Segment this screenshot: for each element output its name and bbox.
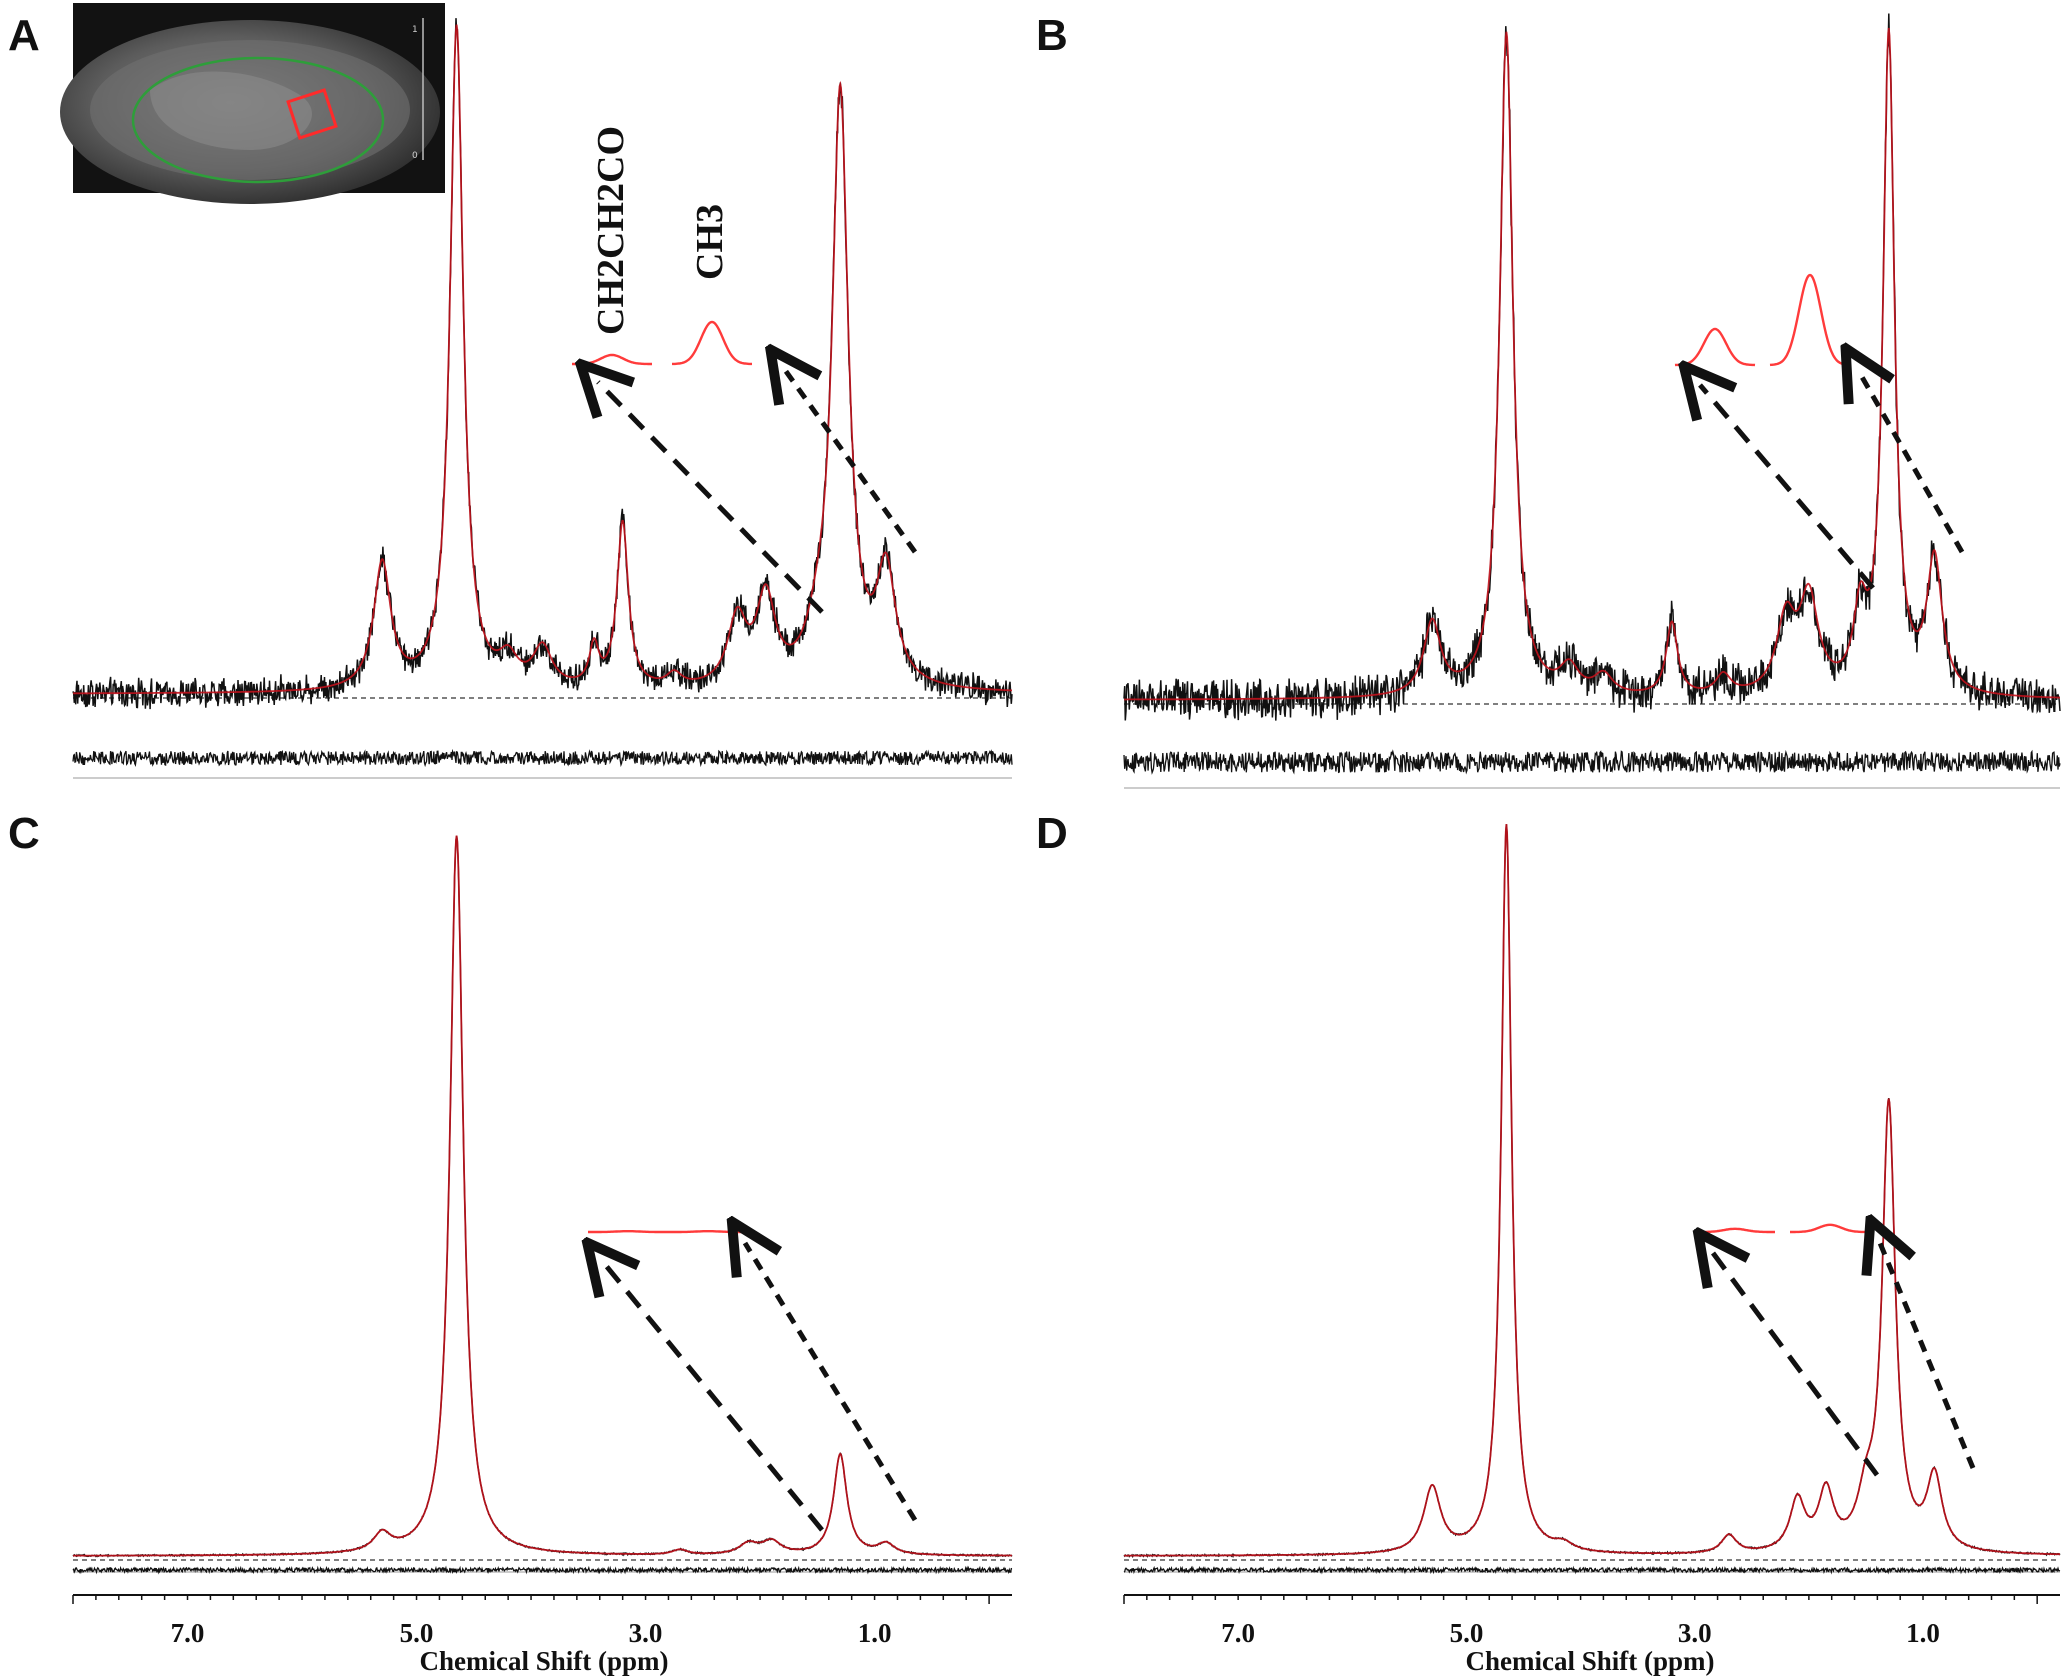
peak-label-ch3: CH3 bbox=[689, 204, 731, 280]
x-tick-label: 1.0 bbox=[858, 1618, 892, 1648]
panel-letter-c: C bbox=[8, 809, 40, 858]
annotation-arrow bbox=[1880, 1243, 1976, 1469]
component-peak-ch3 bbox=[1790, 1223, 1870, 1234]
x-axis-title-c: Chemical Shift (ppm) bbox=[420, 1646, 669, 1676]
panel-a: A 1 0 CH2CH2CO CH3 bbox=[8, 3, 1013, 779]
component-peak-ch2ch2co bbox=[588, 1229, 668, 1234]
peak-label-ch2ch2co: CH2CH2CO bbox=[590, 126, 632, 335]
x-axis-title-d: Chemical Shift (ppm) bbox=[1466, 1646, 1715, 1676]
residual-trace bbox=[72, 748, 1013, 768]
component-peak-ch3 bbox=[672, 320, 752, 366]
panel-c: C 7.0 5.0 3.0 1.0 Chemical Shift (ppm) bbox=[8, 809, 1013, 1676]
residual-trace bbox=[1123, 749, 2061, 775]
inset-scale-bottom: 0 bbox=[412, 151, 418, 161]
data-trace bbox=[1123, 824, 2061, 1559]
component-peak-ch2ch2co bbox=[1695, 1227, 1775, 1234]
spectrum-d: 7.0 5.0 3.0 1.0 bbox=[1123, 824, 2061, 1648]
panel-letter-b: B bbox=[1036, 11, 1068, 60]
component-peak-ch3 bbox=[1769, 273, 1851, 367]
voxel-roi bbox=[286, 88, 338, 140]
annotation-arrow bbox=[745, 1243, 918, 1522]
x-tick-label: 3.0 bbox=[1678, 1618, 1712, 1648]
panel-letter-a: A bbox=[8, 11, 40, 60]
residual-trace bbox=[1123, 1565, 2061, 1575]
fit-trace bbox=[73, 835, 1012, 1557]
annotation-arrow bbox=[1858, 370, 1965, 554]
annotation-arrow bbox=[785, 370, 918, 554]
fit-trace bbox=[1124, 824, 2060, 1557]
annotation-arrow bbox=[1713, 1253, 1880, 1477]
mri-organ bbox=[150, 71, 312, 150]
x-tick-label: 5.0 bbox=[1450, 1618, 1484, 1648]
residual-trace bbox=[72, 1565, 1013, 1575]
annotation-arrow bbox=[603, 1262, 824, 1532]
panel-b: B bbox=[1036, 11, 2061, 789]
fov-ellipse bbox=[131, 56, 385, 184]
annotation-arrow bbox=[598, 382, 824, 614]
fit-trace bbox=[1124, 27, 2060, 701]
panel-d: D 7.0 5.0 3.0 1.0 Chemical Shift (ppm) bbox=[1036, 809, 2061, 1676]
x-tick-label: 7.0 bbox=[171, 1618, 205, 1648]
fit-trace bbox=[73, 24, 1012, 695]
spectrum-c: 7.0 5.0 3.0 1.0 bbox=[72, 835, 1013, 1648]
component-peak-ch2ch2co bbox=[1674, 327, 1756, 367]
data-trace bbox=[1123, 13, 2061, 721]
x-tick-label: 3.0 bbox=[629, 1618, 663, 1648]
x-tick-label: 7.0 bbox=[1221, 1618, 1255, 1648]
x-tick-label: 1.0 bbox=[1906, 1618, 1940, 1648]
inset-scale-top: 1 bbox=[412, 25, 418, 35]
annotation-arrow bbox=[1700, 385, 1875, 590]
mri-inset: 1 0 bbox=[60, 3, 445, 204]
spectrum-a bbox=[72, 18, 1013, 779]
component-peak-ch2ch2co bbox=[572, 353, 652, 366]
x-tick-label: 5.0 bbox=[400, 1618, 434, 1648]
component-peak-ch3 bbox=[668, 1229, 748, 1234]
panel-letter-d: D bbox=[1036, 809, 1068, 858]
spectrum-b bbox=[1123, 13, 2061, 789]
